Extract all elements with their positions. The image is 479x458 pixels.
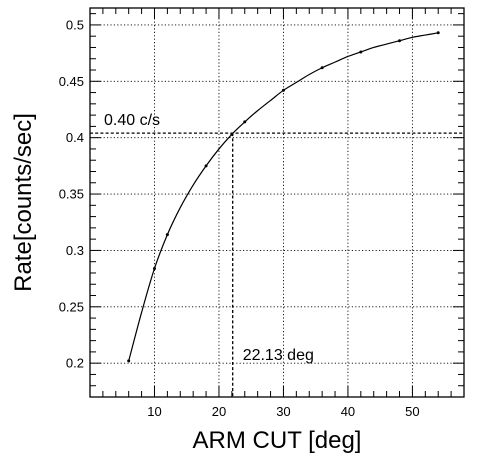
y-tick-label: 0.35: [59, 187, 84, 202]
plot-frame: [89, 7, 465, 398]
y-tick-label: 0.5: [66, 17, 84, 32]
data-point: [204, 164, 208, 168]
y-tick-label: 0.2: [66, 356, 84, 371]
reference-lines: [90, 132, 464, 397]
y-tick-label: 0.25: [59, 299, 84, 314]
x-axis-title: ARM CUT [deg]: [193, 427, 362, 454]
data-point: [152, 266, 156, 270]
y-tick-label: 0.3: [66, 243, 84, 258]
y-tick-label: 0.45: [59, 74, 84, 89]
x-tick-label: 50: [405, 404, 419, 419]
y-axis-title: Rate[counts/sec]: [10, 113, 37, 292]
data-point: [320, 66, 324, 70]
tick-labels: 10 20 30 40 50 0.2 0.25 0.3 0.35 0.4 0.45 0.5: [59, 17, 420, 419]
data-point: [398, 39, 402, 43]
vertical-reference-label: 22.13 deg: [243, 347, 314, 364]
data-point: [230, 132, 234, 136]
x-tick-label: 20: [212, 404, 226, 419]
y-tick-label: 0.4: [66, 130, 84, 145]
data-point: [281, 88, 285, 92]
x-tick-label: 40: [341, 404, 355, 419]
x-tick-label: 30: [276, 404, 290, 419]
grid-lines: [90, 8, 464, 397]
axis-ticks: [90, 8, 464, 397]
data-point: [127, 359, 131, 363]
x-tick-label: 10: [147, 404, 161, 419]
data-point: [436, 31, 440, 35]
data-series: [127, 31, 440, 363]
horizontal-reference-label: 0.40 c/s: [104, 112, 160, 129]
data-point: [243, 120, 247, 124]
data-point: [165, 233, 169, 237]
data-point: [359, 50, 363, 54]
